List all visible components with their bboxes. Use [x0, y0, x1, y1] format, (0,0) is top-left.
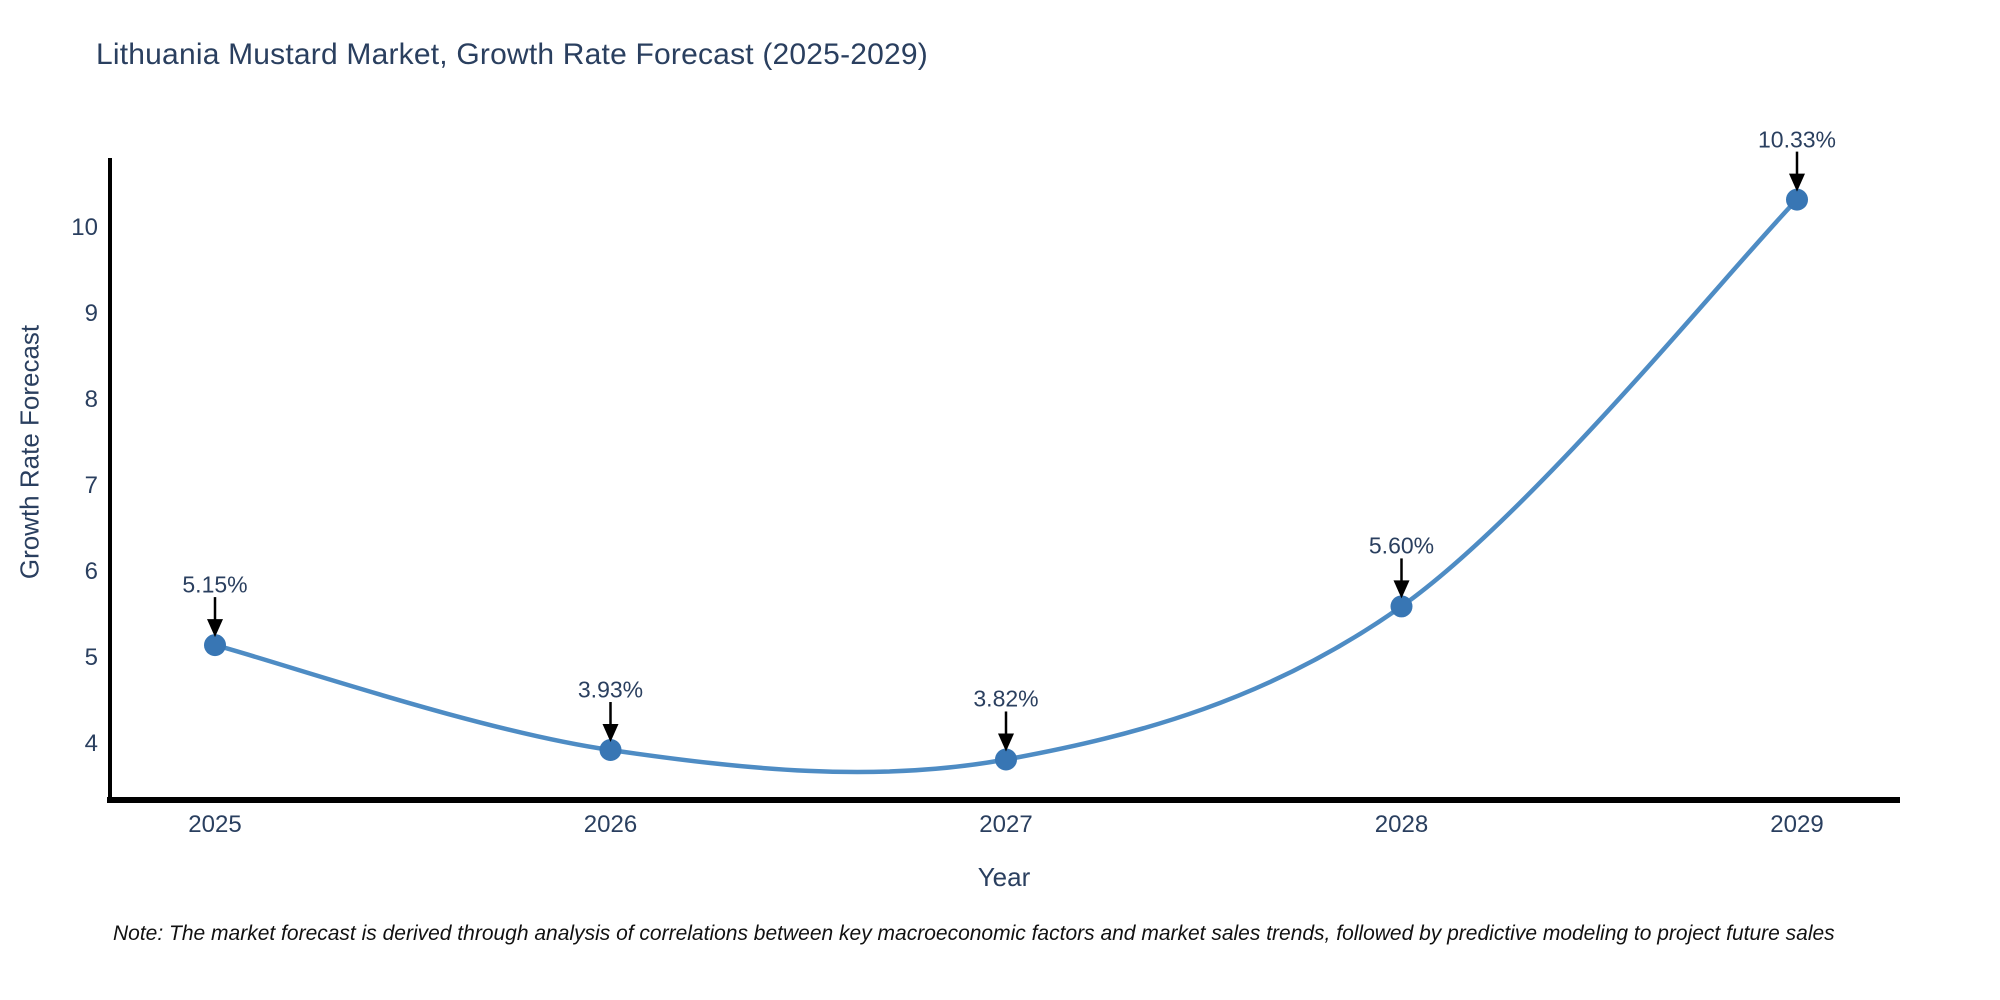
y-tick-label: 6 — [84, 558, 98, 585]
x-axis-title: Year — [977, 862, 1031, 892]
y-tick-label: 10 — [71, 214, 98, 241]
y-tick-label: 7 — [84, 472, 98, 499]
chart-title: Lithuania Mustard Market, Growth Rate Fo… — [96, 38, 928, 71]
forecast-line — [214, 198, 1799, 775]
x-tick-label: 2029 — [1770, 811, 1824, 838]
y-tick-label: 4 — [84, 730, 98, 757]
annotation-arrowhead — [998, 733, 1014, 752]
point-value-label: 5.15% — [182, 571, 248, 598]
data-point-marker — [1786, 188, 1808, 211]
annotation-arrowhead — [602, 724, 619, 743]
annotation-arrowhead — [1789, 173, 1805, 192]
annotation-arrowhead — [1393, 580, 1410, 599]
line-series — [204, 188, 1808, 775]
x-tick-label: 2026 — [583, 811, 638, 838]
footnote: Note: The market forecast is derived thr… — [113, 922, 1835, 945]
point-value-label: 10.33% — [1757, 126, 1837, 153]
x-tick-label: 2028 — [1374, 811, 1429, 838]
y-tick-label: 9 — [84, 300, 98, 327]
annotation-arrowhead — [207, 619, 223, 638]
point-value-label: 3.93% — [577, 676, 644, 703]
data-point-marker — [204, 634, 226, 657]
data-point-marker — [599, 739, 622, 762]
y-tick-label: 8 — [84, 386, 98, 413]
y-tick-label: 5 — [84, 644, 98, 671]
annotation-arrows — [207, 151, 1805, 752]
data-point-marker — [1390, 595, 1413, 618]
point-value-label: 3.82% — [973, 685, 1039, 712]
data-point-marker — [995, 748, 1017, 771]
y-axis-title: Growth Rate Forecast — [14, 324, 45, 580]
x-tick-label: 2025 — [188, 811, 242, 838]
x-tick-label: 2027 — [979, 811, 1033, 838]
point-value-label: 5.60% — [1368, 532, 1435, 559]
